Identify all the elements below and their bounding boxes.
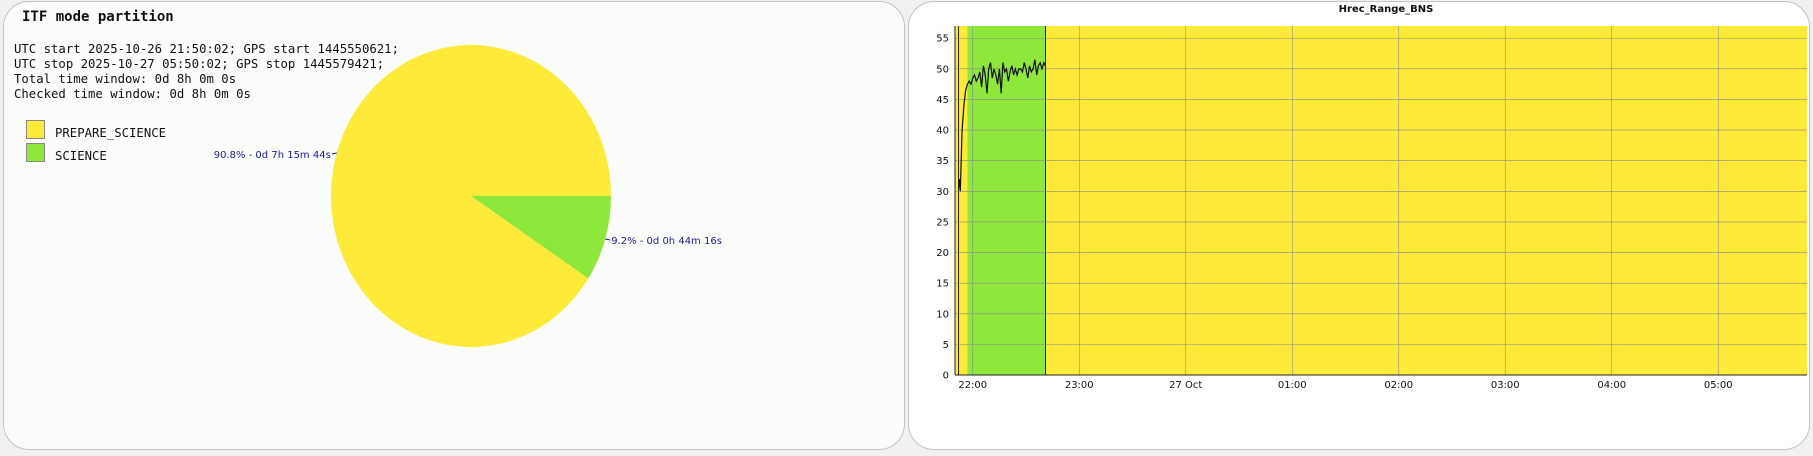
legend-label-science: SCIENCE: [55, 149, 107, 163]
y-tick-label: 15: [936, 279, 949, 290]
pie-label-leader: [605, 238, 611, 241]
x-tick-label: 01:00: [1278, 380, 1307, 391]
pie-slice-label: 90.8% - 0d 7h 15m 44s: [214, 150, 331, 161]
y-tick-label: 45: [936, 95, 949, 106]
x-tick-label: 27 Oct: [1169, 380, 1202, 391]
y-tick-label: 25: [936, 217, 949, 228]
legend-swatch-prepare-science: [26, 120, 45, 139]
pie-slice-label: 9.2% - 0d 0h 44m 16s: [611, 236, 722, 247]
line-chart-title: Hrec_Range_BNS: [1339, 4, 1434, 15]
x-tick-label: 22:00: [958, 380, 987, 391]
y-tick-label: 10: [936, 309, 949, 320]
y-tick-label: 40: [936, 126, 949, 137]
info-utc-stop: UTC stop 2025-10-27 05:50:02; GPS stop 1…: [14, 57, 385, 71]
pie-panel: ITF mode partition UTC start 2025-10-26 …: [3, 1, 905, 450]
legend-label-prepare-science: PREPARE_SCIENCE: [55, 126, 167, 140]
x-tick-label: 04:00: [1597, 380, 1626, 391]
line-chart: Hrec_Range_BNS 0 5 10 15 20 25 30 35 40 45 50 55 22:0…: [936, 4, 1807, 391]
y-tick-label: 55: [936, 34, 949, 45]
x-tick-label: 02:00: [1384, 380, 1413, 391]
x-tick-label: 03:00: [1491, 380, 1520, 391]
x-tick-label: 23:00: [1065, 380, 1094, 391]
info-utc-start: UTC start 2025-10-26 21:50:02; GPS start…: [14, 42, 399, 56]
y-tick-label: 5: [943, 340, 949, 351]
x-tick-label: 05:00: [1704, 380, 1733, 391]
y-tick-label: 30: [936, 187, 949, 198]
info-total-window: Total time window: 0d 8h 0m 0s: [14, 72, 237, 86]
state-band-science: [967, 26, 1046, 375]
y-tick-label: 50: [936, 64, 949, 75]
pie-label-leader: [331, 152, 337, 155]
y-tick-label: 35: [936, 156, 949, 167]
legend-swatch-science: [26, 143, 45, 162]
line-panel: Hrec_Range_BNS 0 5 10 15 20 25 30 35 40 45 50 55 22:0…: [908, 1, 1810, 450]
pie-slice-science: [471, 196, 611, 279]
y-tick-label: 0: [943, 371, 949, 382]
info-checked-window: Checked time window: 0d 8h 0m 0s: [14, 87, 251, 101]
pie-chart: 9.2% - 0d 0h 44m 16s 90.8% - 0d 7h 15m 44…: [214, 44, 722, 347]
state-band-prepare-science: [955, 26, 968, 375]
state-band-prepare-science: [1045, 26, 1807, 375]
pie-title: ITF mode partition: [22, 9, 174, 25]
pie-slice-prepare-science: [331, 44, 611, 347]
series-line: [957, 59, 1047, 192]
y-tick-label: 20: [936, 248, 949, 259]
